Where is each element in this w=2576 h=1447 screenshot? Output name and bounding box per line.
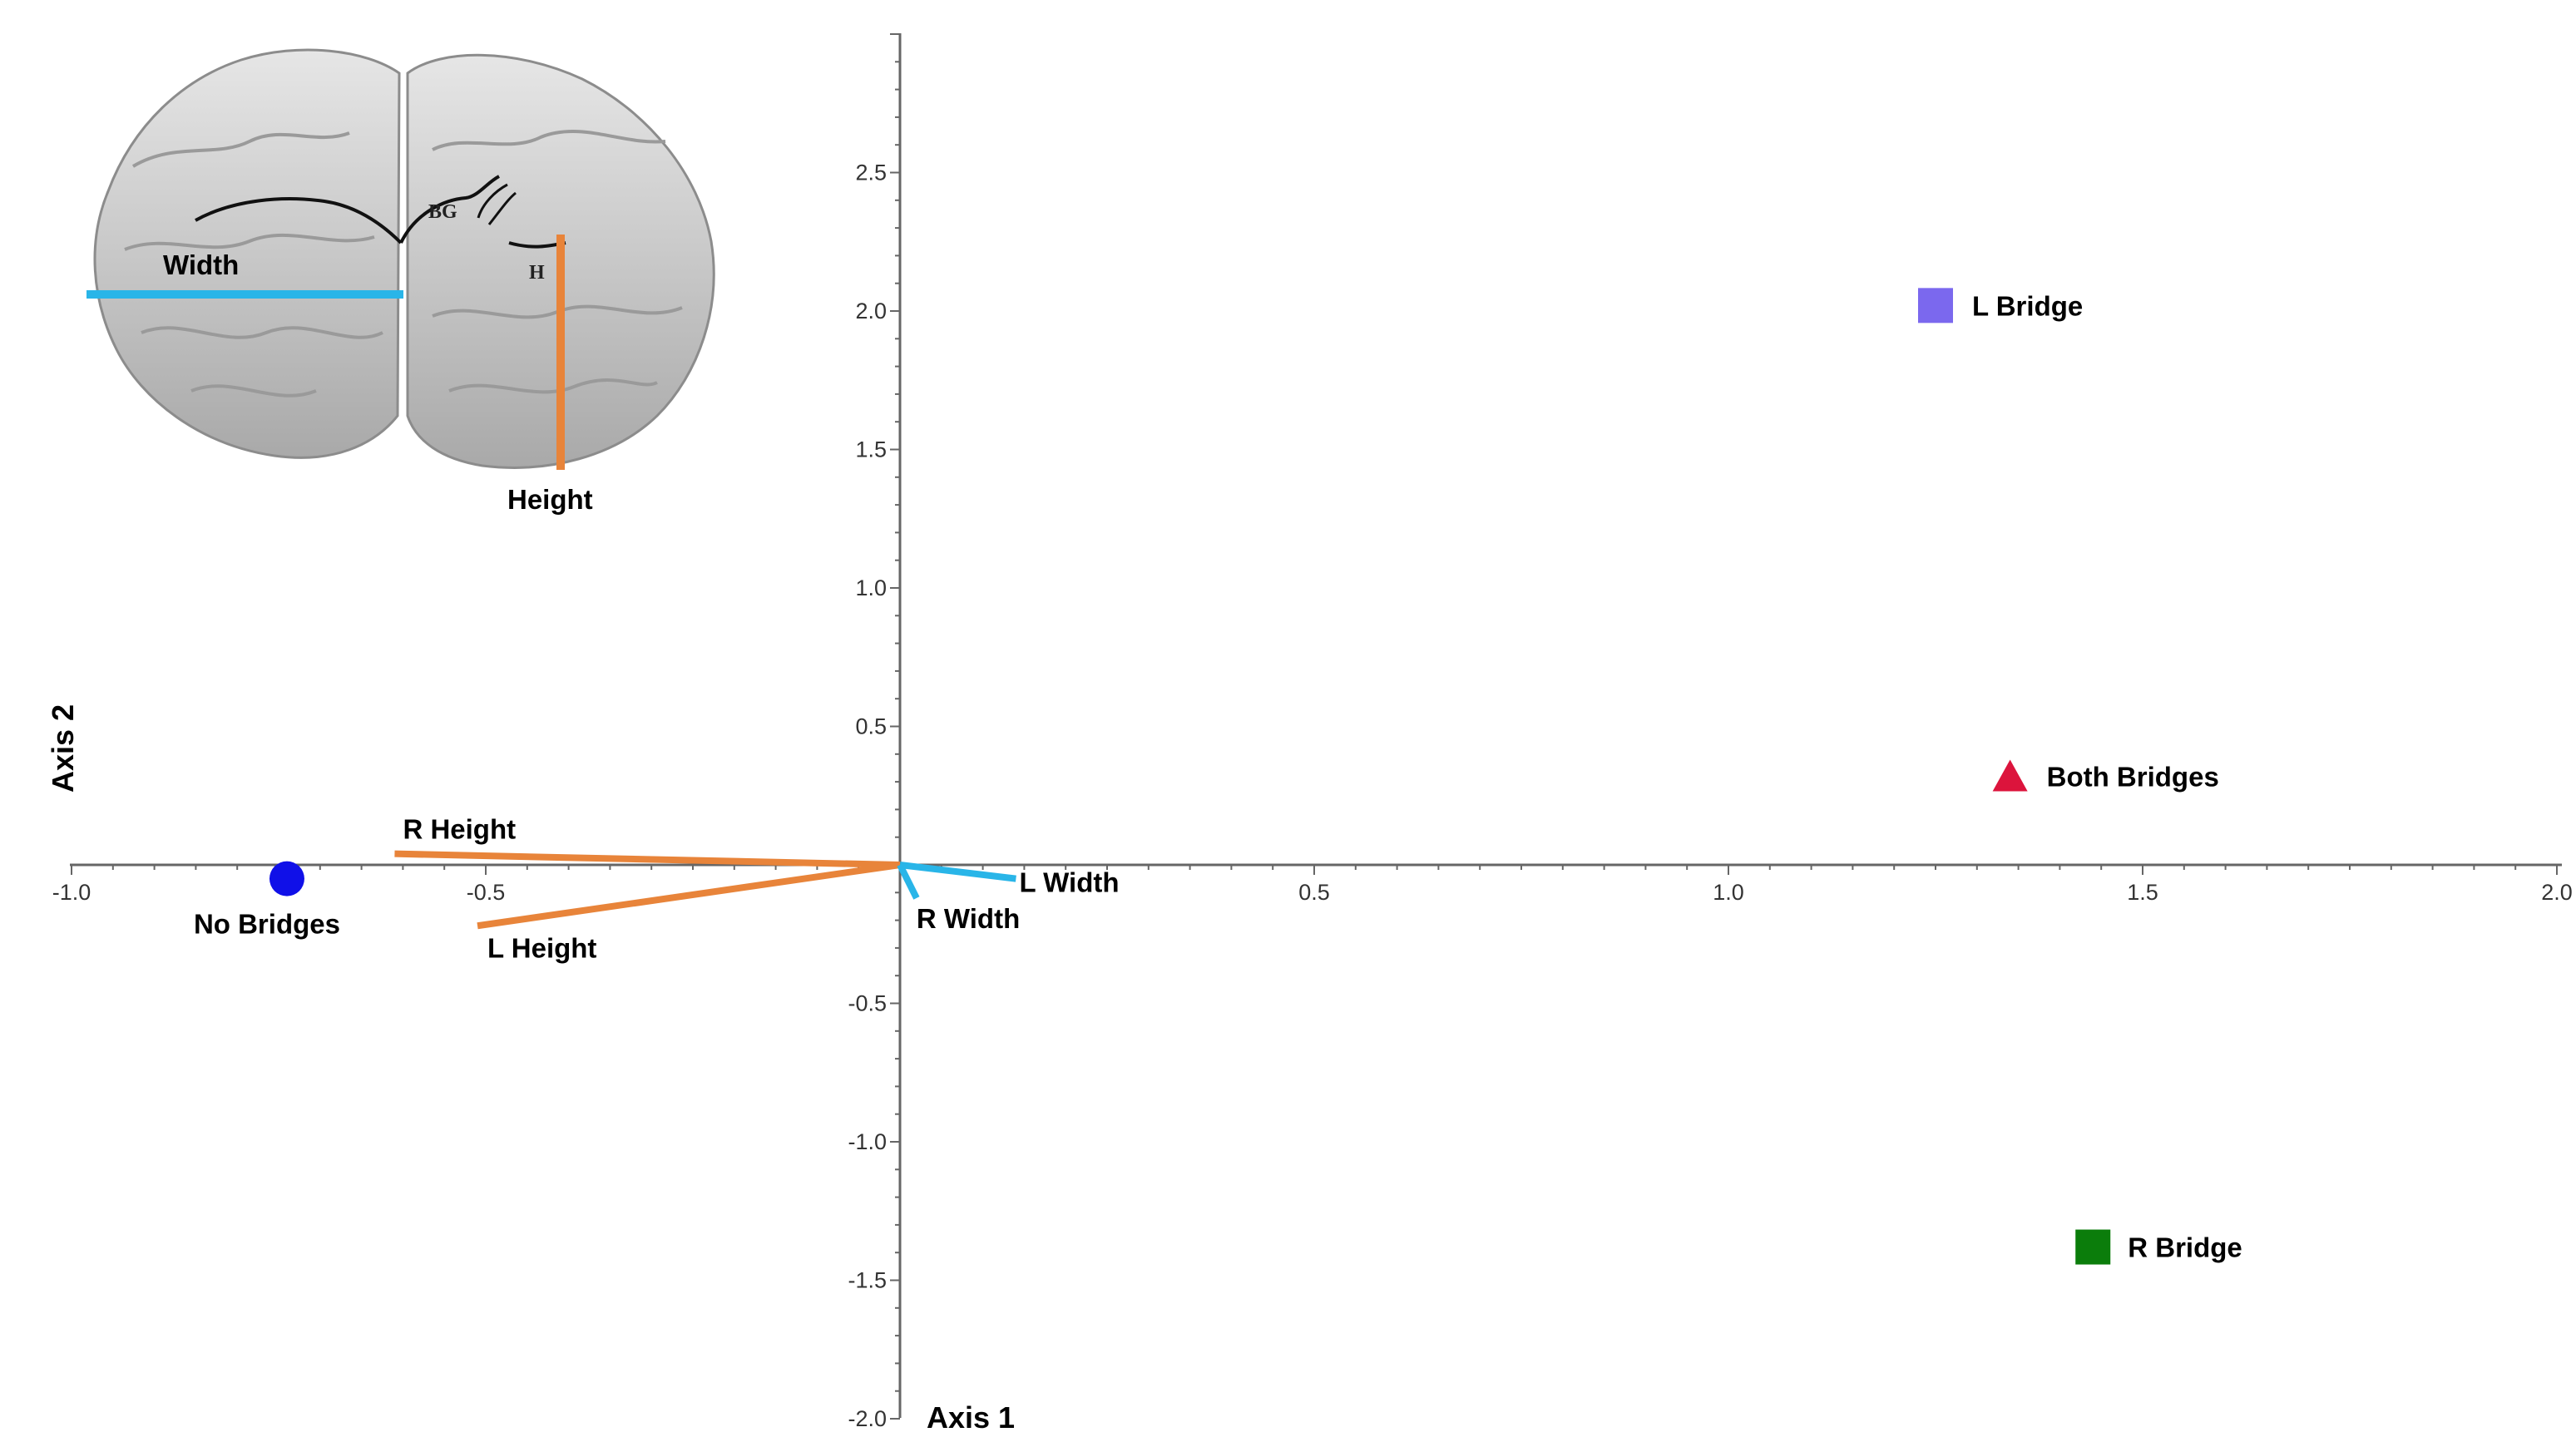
vector-label: R Height [403, 814, 516, 845]
brain-left-hemisphere-icon [93, 48, 401, 459]
vector-r-width [897, 863, 920, 900]
vector-l-height [477, 862, 901, 930]
point-label: L Bridge [1972, 290, 2083, 321]
y-tick-labels: 2.5 2.0 1.5 1.0 0.5 -0.5 -1.0 -1.5 -2.0 [848, 161, 887, 1432]
vector-label: R Width [917, 903, 1020, 934]
y-tick-label: 2.5 [855, 161, 887, 185]
group-points: L Bridge Both Bridges R Bridge No Bridges [194, 288, 2242, 1265]
loading-vectors: R Height L Height L Width R Width [394, 814, 1120, 963]
x-tick-label: -1.0 [52, 880, 91, 905]
y-tick-label: 1.5 [855, 437, 887, 462]
x-tick-label: 2.0 [2541, 880, 2573, 905]
point-no-bridges [269, 861, 304, 896]
y-tick-label: -1.5 [848, 1268, 887, 1293]
point-l-bridge [1918, 288, 1953, 323]
vector-label: L Height [487, 932, 596, 963]
y-tick-label: -2.0 [848, 1406, 887, 1431]
y-tick-label: -0.5 [848, 991, 887, 1016]
h-label: H [529, 262, 545, 284]
y-tick-label: -1.0 [848, 1129, 887, 1154]
x-axis-title: Axis 1 [927, 1400, 1015, 1435]
vector-l-width [899, 862, 1016, 882]
y-tick-label: 0.5 [855, 714, 887, 739]
y-axis-title: Axis 2 [46, 704, 80, 793]
point-label: R Bridge [2128, 1232, 2242, 1263]
x-tick-labels: -1.0 -0.5 0.5 1.0 1.5 2.0 [52, 880, 2573, 905]
x-tick-label: 1.0 [1713, 880, 1744, 905]
point-label: No Bridges [194, 909, 340, 940]
vector-label: L Width [1019, 867, 1119, 898]
point-r-bridge [2075, 1229, 2111, 1265]
point-both-bridges [1992, 759, 2028, 792]
height-label: Height [507, 484, 593, 515]
bg-label: BG [428, 201, 457, 223]
y-tick-label: 2.0 [855, 299, 887, 323]
y-tick-label: 1.0 [855, 575, 887, 600]
x-tick-label: -0.5 [467, 880, 506, 905]
brain-inset: BG H Width Height [87, 48, 715, 515]
width-label: Width [163, 249, 239, 280]
x-tick-label: 0.5 [1298, 880, 1330, 905]
x-tick-label: 1.5 [2127, 880, 2158, 905]
point-label: Both Bridges [2047, 761, 2219, 792]
vector-r-height [394, 850, 901, 868]
